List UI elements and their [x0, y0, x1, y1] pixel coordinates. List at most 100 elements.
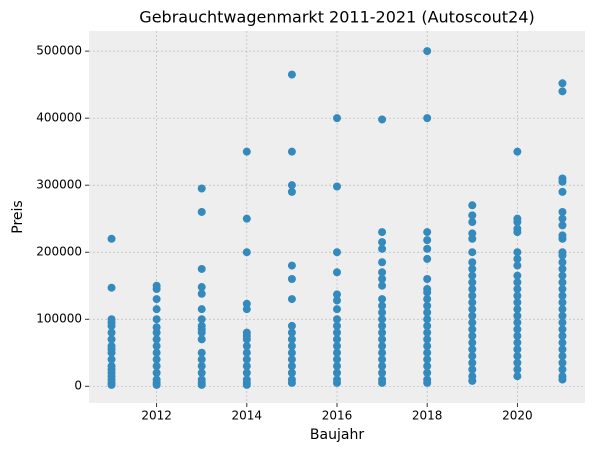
point — [423, 236, 432, 245]
point — [287, 348, 296, 357]
point — [513, 372, 522, 381]
point — [378, 355, 387, 364]
point — [513, 271, 522, 280]
point — [423, 368, 432, 377]
point — [152, 305, 161, 314]
point — [423, 308, 432, 317]
point — [468, 365, 477, 374]
point — [558, 258, 567, 267]
point — [558, 311, 567, 320]
point — [558, 318, 567, 327]
point — [513, 311, 522, 320]
point — [287, 261, 296, 270]
point — [423, 342, 432, 351]
point — [558, 352, 567, 361]
point — [513, 365, 522, 374]
point — [378, 362, 387, 371]
point — [513, 285, 522, 294]
point — [107, 321, 116, 330]
point — [558, 177, 567, 186]
point — [468, 358, 477, 367]
point — [333, 296, 341, 305]
point — [378, 308, 387, 317]
point — [287, 275, 296, 283]
point — [287, 368, 296, 377]
point — [558, 291, 567, 300]
point — [513, 228, 522, 237]
point — [423, 228, 432, 237]
point — [513, 254, 522, 263]
point — [423, 47, 432, 56]
point — [152, 285, 161, 294]
point — [558, 214, 567, 223]
point — [378, 275, 387, 283]
point — [558, 221, 567, 230]
point — [468, 248, 477, 257]
point — [287, 187, 296, 196]
point — [378, 258, 387, 267]
point — [287, 147, 296, 156]
point — [423, 275, 432, 283]
point — [152, 335, 161, 344]
point — [333, 248, 341, 257]
point — [468, 264, 477, 273]
point — [468, 311, 477, 320]
point — [423, 362, 432, 371]
point — [333, 305, 341, 314]
point — [197, 380, 206, 389]
point — [333, 362, 341, 371]
point — [287, 328, 296, 337]
point — [558, 375, 567, 384]
point — [333, 182, 341, 191]
point — [423, 321, 432, 330]
point — [152, 368, 161, 377]
point — [513, 261, 522, 270]
point — [242, 380, 251, 389]
point — [197, 355, 206, 364]
point — [513, 291, 522, 300]
point — [423, 288, 432, 297]
point — [558, 264, 567, 273]
point — [468, 278, 477, 287]
point — [242, 335, 251, 344]
point — [242, 248, 251, 257]
point — [242, 147, 251, 156]
point — [333, 114, 341, 123]
y-tick-label: 500000 — [36, 44, 82, 58]
point — [423, 315, 432, 324]
point — [378, 115, 387, 124]
y-axis-label: Preis — [10, 200, 26, 233]
point — [287, 378, 296, 387]
point — [242, 368, 251, 377]
point — [333, 290, 341, 299]
point — [107, 328, 116, 337]
y-tick-label: 400000 — [36, 111, 82, 125]
point — [468, 305, 477, 314]
point — [152, 328, 161, 337]
point — [197, 305, 206, 314]
point — [378, 378, 387, 387]
y-tick-label: 100000 — [36, 312, 82, 326]
point — [558, 345, 567, 354]
point — [107, 335, 116, 344]
point — [152, 315, 161, 324]
point — [197, 184, 206, 193]
point — [333, 378, 341, 387]
point — [333, 268, 341, 277]
point — [107, 355, 116, 364]
point — [513, 278, 522, 287]
point — [513, 338, 522, 347]
chart-title: Gebrauchtwagenmarkt 2011-2021 (Autoscout… — [139, 8, 534, 27]
point — [558, 251, 567, 260]
point — [333, 321, 341, 330]
point — [423, 355, 432, 364]
point — [558, 365, 567, 374]
point — [513, 298, 522, 307]
point — [287, 362, 296, 371]
point — [287, 70, 296, 79]
point — [513, 331, 522, 340]
x-tick-label: 2020 — [502, 409, 533, 423]
point — [287, 295, 296, 304]
point — [513, 305, 522, 314]
